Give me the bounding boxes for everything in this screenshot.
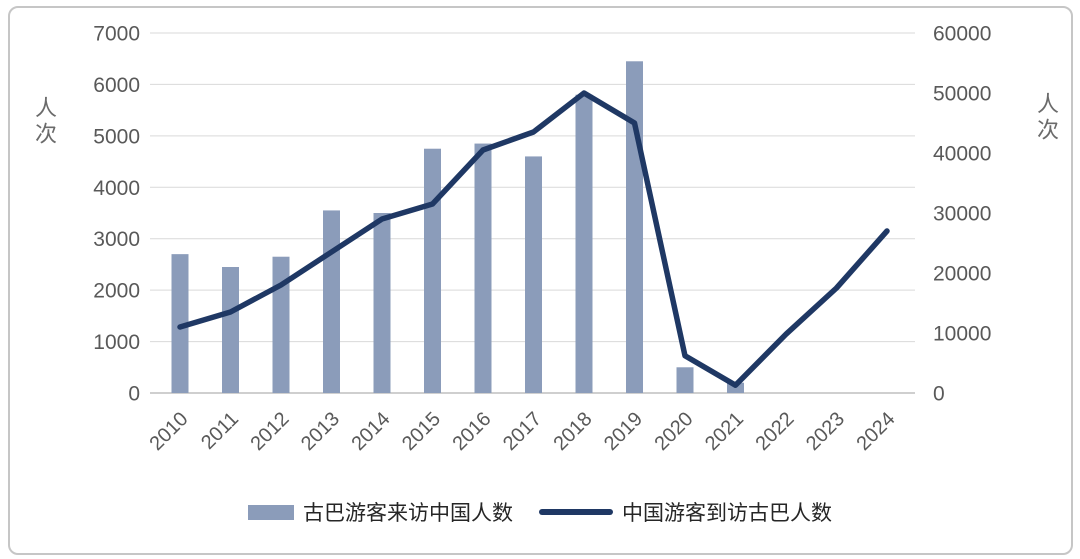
bar-2013 bbox=[323, 210, 340, 393]
x-tick-label: 2012 bbox=[247, 408, 294, 455]
bar-2020 bbox=[676, 367, 694, 393]
legend-item-bar-series: 古巴游客来访中国人数 bbox=[248, 497, 513, 527]
y-tick-right: 20000 bbox=[933, 263, 991, 286]
y-tick-right: 60000 bbox=[933, 23, 991, 46]
bar-2016 bbox=[474, 143, 492, 393]
x-tick-label: 2014 bbox=[348, 408, 395, 455]
y-tick-right: 50000 bbox=[933, 83, 991, 106]
x-tick-label: 2019 bbox=[600, 408, 647, 455]
y-tick-left: 1000 bbox=[93, 331, 140, 354]
legend: 古巴游客来访中国人数 中国游客到访古巴人数 bbox=[0, 497, 1080, 527]
x-tick-label: 2017 bbox=[499, 408, 546, 455]
bar-2014 bbox=[373, 213, 391, 393]
y-tick-right: 40000 bbox=[933, 143, 991, 166]
x-tick-label: 2018 bbox=[550, 408, 597, 455]
y-tick-right: 30000 bbox=[933, 203, 991, 226]
bar-series-swatch bbox=[248, 504, 294, 520]
line-series-label: 中国游客到访古巴人数 bbox=[622, 501, 832, 525]
x-tick-label: 2016 bbox=[449, 408, 496, 455]
left-axis-title: 人次 bbox=[32, 96, 57, 148]
y-tick-right: 0 bbox=[933, 383, 945, 406]
y-tick-left: 5000 bbox=[93, 125, 140, 148]
line-series bbox=[177, 90, 890, 388]
bar-2017 bbox=[525, 156, 542, 393]
y-tick-left: 7000 bbox=[93, 23, 140, 46]
bar-2010 bbox=[171, 254, 189, 393]
y-tick-left: 0 bbox=[128, 383, 140, 406]
x-tick-label: 2015 bbox=[398, 408, 445, 455]
bar-2018 bbox=[575, 94, 593, 393]
bar-2019 bbox=[626, 61, 643, 394]
x-tick-label: 2022 bbox=[752, 408, 799, 455]
bar-2015 bbox=[424, 148, 441, 393]
right-axis-title: 人次 bbox=[1034, 92, 1059, 144]
y-tick-right: 10000 bbox=[933, 323, 991, 346]
y-tick-left: 2000 bbox=[93, 280, 140, 303]
y-tick-left: 4000 bbox=[93, 177, 140, 200]
x-tick-label: 2024 bbox=[853, 408, 900, 455]
x-tick-label: 2023 bbox=[802, 408, 849, 455]
y-tick-left: 3000 bbox=[93, 228, 140, 251]
legend-item-line-series: 中国游客到访古巴人数 bbox=[539, 497, 832, 527]
x-tick-label: 2010 bbox=[146, 408, 193, 455]
x-tick-label: 2011 bbox=[197, 408, 243, 454]
bar-2012 bbox=[272, 256, 290, 393]
line-series-swatch bbox=[539, 509, 613, 515]
x-tick-label: 2020 bbox=[651, 408, 698, 455]
x-tick-label: 2021 bbox=[701, 408, 748, 455]
y-tick-left: 6000 bbox=[93, 74, 140, 97]
bar-2011 bbox=[222, 267, 239, 393]
x-tick-label: 2013 bbox=[297, 408, 344, 455]
bar-series-label: 古巴游客来访中国人数 bbox=[303, 501, 513, 525]
